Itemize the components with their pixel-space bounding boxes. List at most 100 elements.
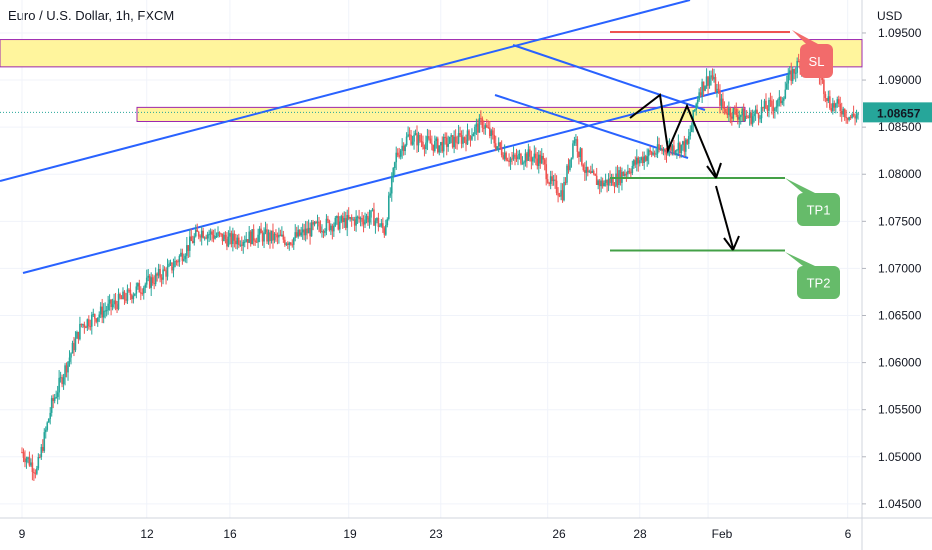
candle-body bbox=[392, 167, 395, 177]
candle-body bbox=[316, 221, 319, 223]
candle-body bbox=[194, 229, 197, 237]
candle-body bbox=[765, 100, 767, 109]
candle-body bbox=[416, 133, 418, 146]
candle-body bbox=[235, 240, 237, 245]
candle-body bbox=[428, 136, 430, 139]
tp2-badge-pointer bbox=[785, 252, 815, 266]
candle-body bbox=[98, 314, 101, 318]
candle-body bbox=[215, 235, 218, 237]
candle-body bbox=[570, 157, 573, 160]
candle-body bbox=[417, 134, 420, 146]
candle-body bbox=[58, 377, 60, 393]
candle-body bbox=[701, 81, 703, 96]
candle-body bbox=[373, 209, 375, 226]
candle-body bbox=[276, 234, 279, 238]
candle-body bbox=[52, 398, 54, 402]
candle-body bbox=[89, 326, 92, 328]
candle-body bbox=[312, 222, 314, 225]
candle-body bbox=[625, 173, 628, 175]
current-price-badge bbox=[863, 102, 932, 123]
candle-body bbox=[736, 115, 739, 120]
candle-body bbox=[264, 229, 267, 233]
candle-body bbox=[735, 109, 738, 116]
x-tick-label: 28 bbox=[633, 527, 647, 541]
candle-body bbox=[162, 269, 164, 280]
channel-line bbox=[512, 44, 706, 111]
candle-body bbox=[442, 136, 445, 152]
candle-body bbox=[695, 103, 697, 111]
candle-body bbox=[383, 228, 386, 235]
candle-body bbox=[407, 134, 409, 137]
candle-body bbox=[677, 142, 680, 151]
candle-body bbox=[145, 277, 148, 285]
candle-body bbox=[142, 287, 145, 294]
chart-title: Euro / U.S. Dollar, 1h, FXCM bbox=[8, 8, 175, 23]
candle-body bbox=[298, 229, 301, 236]
candle-body bbox=[540, 155, 543, 164]
sl-badge-pointer bbox=[792, 30, 818, 44]
candle-body bbox=[31, 462, 34, 473]
candle-body bbox=[797, 60, 800, 62]
candle-body bbox=[40, 447, 43, 458]
candle-body bbox=[273, 233, 276, 241]
candle-body bbox=[431, 143, 433, 145]
candle-body bbox=[59, 377, 62, 379]
candle-body bbox=[676, 150, 678, 152]
candle-body bbox=[591, 170, 594, 174]
candle-body bbox=[511, 158, 513, 160]
candle-body bbox=[269, 232, 271, 241]
candle-body bbox=[656, 144, 659, 154]
candle-body bbox=[119, 293, 121, 298]
candle-body bbox=[855, 114, 858, 119]
candle-body bbox=[214, 236, 216, 239]
candle-body bbox=[393, 162, 396, 168]
candle-body bbox=[768, 100, 770, 111]
candle-body bbox=[163, 269, 166, 271]
candle-body bbox=[729, 108, 732, 117]
candle-body bbox=[43, 432, 46, 451]
candle-body bbox=[823, 79, 825, 95]
y-tick-label: 1.09000 bbox=[878, 73, 922, 87]
candle-body bbox=[829, 96, 831, 109]
candle-body bbox=[88, 319, 90, 327]
y-tick-label: 1.08000 bbox=[878, 167, 922, 181]
candle-body bbox=[110, 299, 112, 307]
candle-body bbox=[653, 152, 656, 155]
candle-body bbox=[359, 217, 362, 220]
projection-leg bbox=[715, 185, 734, 249]
x-tick-label: Feb bbox=[712, 527, 733, 541]
candle-body bbox=[564, 181, 567, 183]
candle-body bbox=[22, 452, 25, 458]
candle-body bbox=[285, 243, 288, 245]
candle-body bbox=[380, 223, 383, 226]
candle-body bbox=[839, 103, 842, 111]
candle-body bbox=[166, 266, 169, 277]
candle-body bbox=[422, 141, 424, 147]
candle-body bbox=[159, 268, 161, 278]
candle-body bbox=[337, 216, 340, 230]
candle-body bbox=[466, 130, 469, 145]
candle-body bbox=[723, 107, 726, 109]
candle-body bbox=[405, 136, 408, 146]
candle-body bbox=[778, 96, 781, 100]
channel-line bbox=[494, 94, 689, 159]
candle-body bbox=[641, 157, 644, 163]
candle-body bbox=[783, 98, 785, 101]
candle-body bbox=[578, 151, 580, 157]
candle-body bbox=[650, 151, 653, 155]
candle-body bbox=[425, 142, 427, 150]
candle-body bbox=[220, 233, 222, 235]
candle-body bbox=[508, 160, 510, 163]
candle-body bbox=[769, 100, 772, 102]
candle-body bbox=[333, 225, 335, 232]
candle-body bbox=[708, 77, 711, 86]
candle-body bbox=[469, 135, 472, 140]
candle-body bbox=[655, 153, 657, 155]
candle-body bbox=[55, 396, 57, 398]
candle-body bbox=[402, 145, 405, 152]
candle-body bbox=[692, 110, 695, 126]
candle-body bbox=[477, 123, 479, 133]
candle-body bbox=[243, 241, 246, 243]
candle-body bbox=[177, 261, 179, 263]
